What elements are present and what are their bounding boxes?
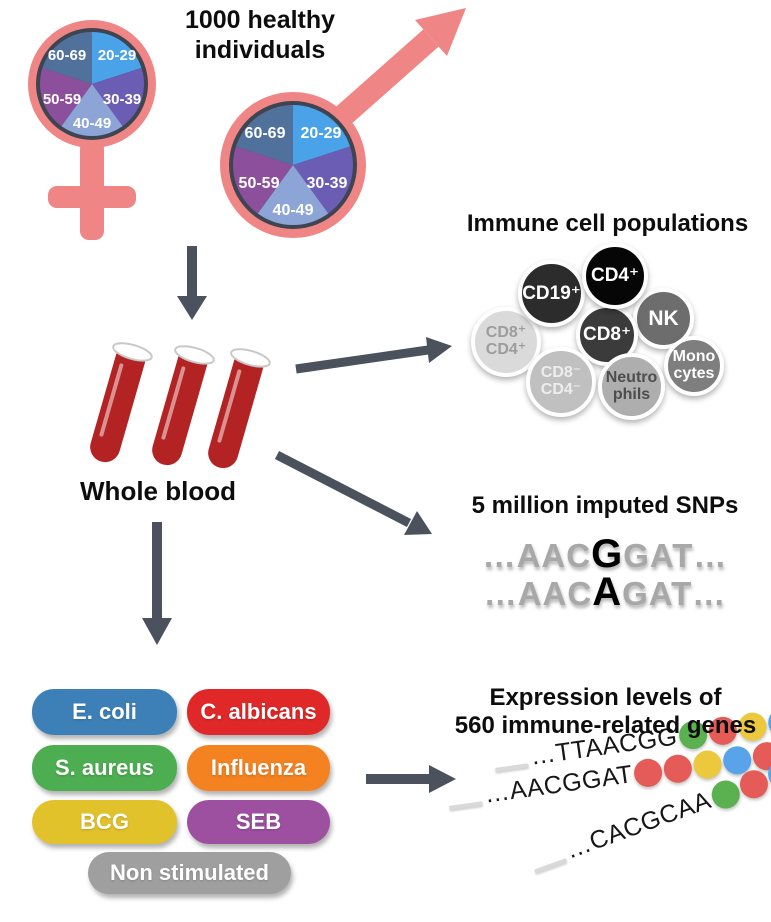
immune-cells-title: Immune cell populations	[466, 210, 749, 237]
cohort-title: 1000 healthy individuals	[150, 6, 370, 65]
snp-sequence-line: …AACAGAT…	[430, 572, 771, 613]
snp-sequence-prefix: …AAC	[483, 575, 593, 612]
cell-cd4: CD4⁺	[582, 243, 648, 309]
arrow-blood-to-snps-icon	[274, 450, 432, 535]
stimulus-pill-saureus: S. aureus	[32, 745, 177, 791]
cell-cd8pos-cd4pos: CD8⁺ CD4⁺	[471, 307, 541, 377]
pie-label: 30-39	[103, 91, 141, 108]
stimulus-pill-bcg: BCG	[32, 800, 177, 844]
cell-label: CD4⁻	[540, 381, 582, 398]
pie-label: 50-59	[239, 175, 280, 192]
cell-label: CD8⁻	[540, 364, 582, 382]
blood-tube	[90, 342, 153, 463]
pie-slice-50-59	[233, 146, 293, 214]
stimulus-label: C. albicans	[200, 699, 317, 724]
stimulus-pill-ecoli: E. coli	[32, 689, 177, 735]
blood-tube	[152, 345, 215, 466]
arrow-cohort-to-blood-icon	[177, 246, 207, 320]
pie-slice-30-39	[92, 67, 145, 127]
cell-label: CD19⁺	[522, 282, 581, 304]
cell-label: cytes	[673, 365, 715, 382]
arrow-stimuli-to-expression-icon	[366, 765, 456, 793]
snp-sequence-line: …AACGGAT…	[430, 534, 771, 575]
stimulus-pill-calbicans: C. albicans	[187, 689, 330, 735]
pie-slice-60-69	[42, 32, 92, 84]
cell-label: CD8⁺	[485, 324, 527, 342]
stimulus-label: E. coli	[72, 699, 137, 724]
flow-arrows	[142, 246, 456, 793]
female-symbol-icon: 20-29 30-39 40-49 50-59 60-69	[28, 20, 156, 240]
stimulus-label: BCG	[80, 809, 129, 834]
expression-dot	[632, 756, 665, 789]
cell-label: Mono	[672, 348, 716, 366]
pie-label: 30-39	[307, 175, 348, 192]
expression-dot	[662, 752, 694, 784]
snp-variant-letter: A	[592, 570, 623, 614]
age-pie-female: 20-29 30-39 40-49 50-59 60-69	[39, 32, 145, 136]
expression-dot	[692, 748, 724, 780]
snps-title: 5 million imputed SNPs	[471, 492, 739, 519]
pie-label: 40-49	[273, 202, 314, 219]
cell-label: Neutro	[605, 368, 658, 386]
cell-label: CD4⁺	[590, 265, 640, 287]
expression-title: Expression levels of 560 immune-related …	[440, 684, 771, 739]
cell-neutrophils: Neutro phils	[598, 353, 665, 420]
blood-tube	[208, 348, 271, 469]
snp-variant-letter: G	[591, 532, 624, 576]
pie-slice-50-59	[39, 67, 92, 127]
blood-tubes-icon	[90, 342, 271, 469]
age-pie-male: 20-29 30-39 40-49 50-59 60-69	[233, 105, 353, 226]
male-symbol-icon: 20-29 30-39 40-49 50-59 60-69	[220, 8, 466, 238]
pie-label: 50-59	[43, 91, 81, 108]
cell-cd8neg-cd4neg: CD8⁻ CD4⁻	[526, 347, 596, 417]
cell-label: phils	[612, 385, 651, 403]
pie-label: 20-29	[98, 47, 136, 64]
snp-sequence-suffix: GAT…	[622, 575, 727, 612]
pie-label: 20-29	[301, 125, 342, 142]
expression-title-line2: 560 immune-related genes	[454, 711, 757, 739]
pie-label: 40-49	[73, 115, 111, 132]
arrow-blood-to-cells-icon	[295, 337, 452, 374]
pie-slice-30-39	[293, 146, 353, 214]
snp-sequence-suffix: GAT…	[623, 537, 728, 574]
stimulus-label: SEB	[235, 809, 282, 834]
cell-label: NK	[648, 306, 679, 330]
female-symbol-crossbar	[48, 186, 136, 208]
cell-nk: NK	[633, 288, 694, 349]
dna-strand-line	[448, 800, 483, 810]
cell-label: CD4⁺	[485, 341, 527, 358]
snp-sequence-prefix: …AAC	[482, 537, 592, 574]
pie-slice-40-49	[61, 84, 123, 136]
stimulus-pill-nonstimulated: Non stimulated	[88, 852, 291, 894]
pie-slice-20-29	[92, 32, 142, 84]
pie-slice-60-69	[235, 105, 293, 165]
stimulus-label: S. aureus	[54, 755, 155, 780]
male-symbol-arrow-head	[415, 8, 466, 56]
stimulus-pill-influenza: Influenza	[187, 745, 330, 791]
cohort-title-line2: individuals	[194, 35, 326, 64]
pie-slice-20-29	[293, 105, 351, 165]
cell-label: CD8⁺	[582, 324, 632, 346]
stimulus-label: Influenza	[210, 755, 307, 780]
pie-label: 60-69	[245, 125, 286, 142]
dna-strand-line	[494, 762, 529, 772]
cell-monocytes: Mono cytes	[664, 336, 724, 396]
stimulus-label: Non stimulated	[110, 860, 269, 885]
cohort-title-line1: 1000 healthy	[184, 6, 336, 34]
cell-cd19: CD19⁺	[518, 260, 585, 327]
expression-title-line1: Expression levels of	[489, 684, 722, 711]
stimulus-pill-seb: SEB	[187, 800, 330, 844]
pie-label: 60-69	[48, 47, 86, 64]
whole-blood-label: Whole blood	[80, 476, 236, 506]
male-symbol-arrow-shaft	[327, 29, 439, 132]
arrow-blood-to-stimuli-icon	[142, 522, 172, 645]
pie-slice-40-49	[257, 165, 329, 226]
